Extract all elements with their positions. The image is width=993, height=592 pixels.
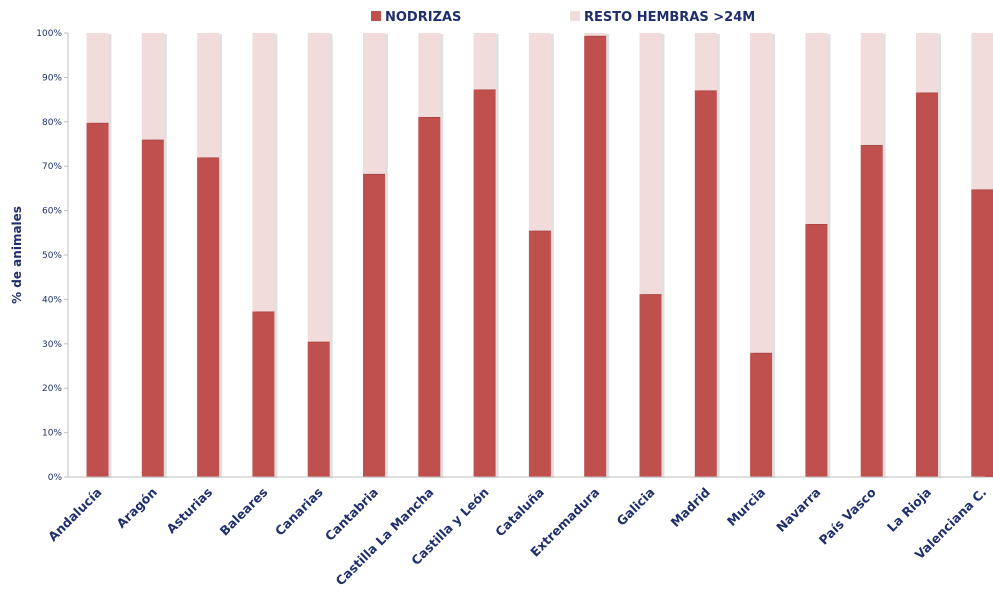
bar-segment-resto-hembras	[307, 33, 330, 342]
bar-segment-nodrizas	[694, 90, 717, 477]
x-tick-label: Cataluña	[492, 485, 547, 540]
x-tick-label: Aragón	[113, 485, 159, 531]
bar-segment-resto-hembras	[363, 33, 385, 174]
x-tick-label: Baleares	[217, 485, 271, 539]
y-tick-label: 30%	[42, 340, 62, 350]
y-tick-label: 40%	[42, 295, 62, 305]
y-tick-label: 10%	[42, 429, 62, 439]
bar-segment-resto-hembras	[971, 33, 993, 190]
x-tick-label: Murcia	[724, 485, 768, 529]
bar-segment-nodrizas	[916, 92, 938, 477]
x-tick-label: Asturias	[163, 485, 215, 537]
x-tick-label: Madrid	[668, 485, 713, 530]
bar-segment-resto-hembras	[584, 33, 607, 36]
legend-label-2: RESTO HEMBRAS >24M	[584, 10, 755, 25]
bar-segment-resto-hembras	[750, 33, 773, 353]
x-tick-label: Galicia	[613, 485, 657, 529]
bar-segment-nodrizas	[639, 294, 662, 477]
bar-segment-resto-hembras	[805, 33, 828, 224]
legend: NODRIZAS RESTO HEMBRAS >24M	[371, 10, 755, 25]
bar-segment-nodrizas	[363, 173, 385, 478]
bar-segment-nodrizas	[307, 341, 330, 477]
x-tick-label: Castilla La Mancha	[333, 485, 437, 589]
bar-segment-resto-hembras	[528, 33, 551, 231]
legend-swatch-1	[371, 11, 381, 21]
bar-segment-resto-hembras	[86, 33, 109, 123]
bar-segment-nodrizas	[473, 89, 496, 477]
bars	[86, 33, 993, 479]
bar-segment-nodrizas	[528, 230, 551, 477]
bar-segment-nodrizas	[805, 223, 828, 477]
bar-segment-nodrizas	[860, 144, 883, 477]
bar-segment-resto-hembras	[860, 33, 883, 145]
bar-segment-nodrizas	[252, 311, 275, 477]
y-tick-label: 20%	[42, 384, 62, 394]
bar-segment-nodrizas	[86, 122, 109, 478]
x-tick-label: La Rioja	[884, 485, 934, 535]
bar-segment-resto-hembras	[197, 33, 220, 158]
y-tick-label: 50%	[42, 251, 62, 261]
x-axis: Andalucía Aragón Asturias Baleares CanariasC…	[45, 476, 989, 589]
y-axis: 0% 10% 20% 30% 40% 50% 60% 70% 80% 90% 100%	[36, 29, 69, 483]
legend-swatch-2	[570, 11, 580, 21]
y-tick-label: 80%	[42, 118, 62, 128]
y-axis-title: % de animales	[10, 206, 24, 304]
bar-segment-nodrizas	[141, 139, 164, 477]
bar-segment-nodrizas	[971, 189, 993, 477]
y-tick-label: 0%	[48, 473, 63, 483]
bar-segment-resto-hembras	[252, 33, 275, 312]
x-tick-label: Andalucía	[45, 485, 105, 545]
x-tick-label: País Vasco	[816, 484, 879, 547]
bar-segment-resto-hembras	[473, 33, 496, 90]
y-tick-label: 90%	[42, 73, 62, 83]
x-tick-label: Canarias	[272, 485, 326, 539]
legend-label-1: NODRIZAS	[385, 10, 461, 25]
bar-segment-resto-hembras	[694, 33, 717, 91]
y-tick-label: 70%	[42, 162, 62, 172]
bar-segment-resto-hembras	[418, 33, 441, 117]
bar-segment-nodrizas	[750, 352, 773, 477]
bar-segment-resto-hembras	[141, 33, 164, 140]
bar-segment-resto-hembras	[916, 33, 938, 93]
bar-segment-resto-hembras	[639, 33, 662, 295]
y-tick-label: 100%	[36, 29, 62, 39]
x-tick-label: Navarra	[773, 485, 823, 535]
bar-segment-nodrizas	[584, 35, 607, 477]
bar-segment-nodrizas	[197, 157, 220, 477]
y-tick-label: 60%	[42, 207, 62, 217]
bar-segment-nodrizas	[418, 116, 441, 477]
x-tick-label: Cantabria	[322, 485, 381, 544]
